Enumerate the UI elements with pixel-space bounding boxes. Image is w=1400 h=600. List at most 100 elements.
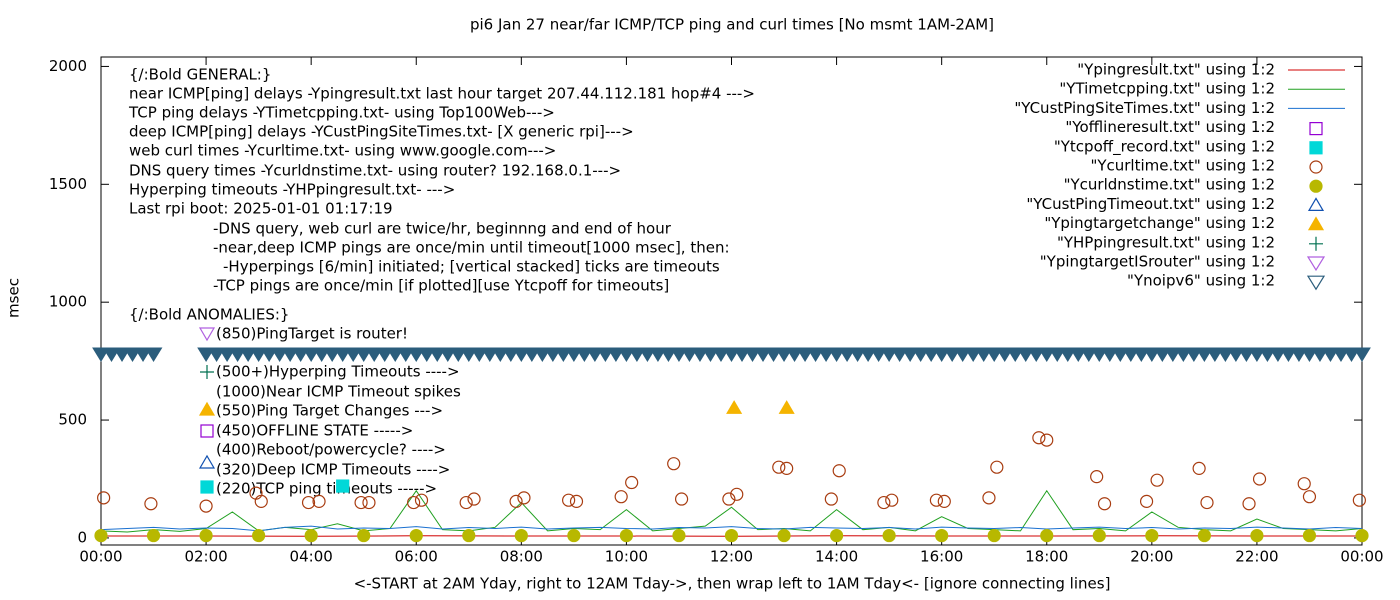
data-point xyxy=(614,490,628,504)
data-point xyxy=(772,460,786,474)
legend-key xyxy=(1306,275,1326,291)
data-point xyxy=(312,494,326,508)
data-point xyxy=(1302,490,1317,504)
data-point xyxy=(407,495,421,510)
data-point xyxy=(254,494,268,508)
y-tick-label: 1000 xyxy=(49,293,87,311)
data-point xyxy=(877,495,891,510)
annotation: deep ICMP[ping] delays -YCustPingSiteTim… xyxy=(129,123,634,141)
legend-label: "YHPpingresult.txt" using 1:2 xyxy=(1057,233,1275,251)
annotation: Last rpi boot: 2025-01-01 01:17:19 xyxy=(129,200,393,218)
glyph xyxy=(198,327,216,342)
y-tick-label: 0 xyxy=(77,528,87,546)
chart-title: pi6 Jan 27 near/far ICMP/TCP ping and cu… xyxy=(470,16,994,34)
data-point xyxy=(409,528,423,543)
data-point xyxy=(777,528,791,543)
data-point xyxy=(1302,528,1317,543)
legend-label: "YCustPingSiteTimes.txt" using 1:2 xyxy=(1014,99,1275,117)
data-point xyxy=(467,492,481,506)
data-point xyxy=(1242,497,1256,511)
data-point xyxy=(730,487,744,501)
data-point xyxy=(199,499,213,513)
legend-label: "Ypingresult.txt" using 1:2 xyxy=(1077,61,1275,79)
data-point xyxy=(336,479,350,493)
data-point xyxy=(722,492,736,506)
data-point xyxy=(354,495,368,510)
legend-key xyxy=(1309,179,1323,193)
data-point xyxy=(146,528,161,543)
annotation: -near,deep ICMP pings are once/min until… xyxy=(213,239,730,257)
x-tick-label: 04:00 xyxy=(290,548,333,566)
legend-key xyxy=(1307,216,1325,231)
data-point xyxy=(1355,528,1369,543)
y-tick-label: 1500 xyxy=(49,175,87,193)
data-point xyxy=(1352,493,1366,507)
annotation: DNS query times -Ycurldnstime.txt- using… xyxy=(129,162,621,180)
data-point xyxy=(882,528,896,543)
data-point xyxy=(567,528,581,543)
x-tick-label: 22:00 xyxy=(1235,548,1278,566)
data-point xyxy=(414,493,429,507)
data-point xyxy=(778,400,795,414)
glyph xyxy=(200,424,214,438)
y-tick-label: 500 xyxy=(58,411,87,429)
data-point xyxy=(362,495,376,510)
data-point xyxy=(1150,473,1164,487)
data-point xyxy=(252,528,266,543)
data-point xyxy=(1040,528,1054,543)
x-tick-label: 16:00 xyxy=(920,548,963,566)
x-tick-label: 20:00 xyxy=(1130,548,1173,566)
data-point xyxy=(832,464,846,478)
data-point xyxy=(987,528,1001,543)
annotation: near ICMP[ping] delays -Ypingresult.txt … xyxy=(129,85,755,103)
legend-key xyxy=(1306,256,1326,272)
annotation: (220)TCP ping timeouts -----> xyxy=(216,480,437,498)
legend-label: "Ynoipv6" using 1:2 xyxy=(1127,272,1275,290)
x-tick-label: 02:00 xyxy=(184,548,227,566)
annotation: -TCP pings are once/min [if plotted][use… xyxy=(213,277,669,295)
legend-key xyxy=(1309,141,1323,155)
annotation: {/:Bold GENERAL:} xyxy=(129,66,271,84)
x-tick-label: 06:00 xyxy=(395,548,438,566)
legend-label: "YpingtargetISrouter" using 1:2 xyxy=(1040,253,1275,271)
data-point xyxy=(982,491,996,505)
annotation: {/:Bold ANOMALIES:} xyxy=(129,306,289,324)
legend-key xyxy=(1309,160,1323,174)
data-point xyxy=(562,493,576,507)
annotation: (550)Ping Target Changes ---> xyxy=(216,402,443,420)
x-tick-label: 00:00 xyxy=(1340,548,1383,566)
legend-label: "Ytcpoff_record.txt" using 1:2 xyxy=(1054,137,1275,156)
data-point xyxy=(1040,433,1054,447)
data-point xyxy=(569,494,584,508)
data-point xyxy=(726,400,743,414)
data-point xyxy=(780,461,794,475)
data-point xyxy=(1092,528,1106,543)
annotation: Hyperping timeouts -YHPpingresult.txt- -… xyxy=(129,181,455,199)
data-point xyxy=(937,494,951,508)
x-tick-label: 18:00 xyxy=(1025,548,1068,566)
data-point xyxy=(1250,528,1264,543)
legend-label: "YTimetcpping.txt" using 1:2 xyxy=(1059,80,1275,98)
glyph xyxy=(198,401,216,416)
data-point xyxy=(94,528,108,543)
x-tick-label: 10:00 xyxy=(605,548,648,566)
legend-key xyxy=(1307,197,1325,211)
data-point xyxy=(724,528,739,543)
data-point xyxy=(357,528,371,543)
data-point xyxy=(667,457,681,471)
x-tick-label: 12:00 xyxy=(710,548,753,566)
data-point xyxy=(1297,477,1311,491)
data-point xyxy=(1353,347,1371,362)
data-point xyxy=(672,528,686,543)
data-point xyxy=(459,495,473,510)
data-point xyxy=(1097,497,1112,511)
annotation: (1000)Near ICMP Timeout spikes xyxy=(216,383,461,401)
y-tick-label: 2000 xyxy=(49,57,87,75)
legend-label: "Ypingtargetchange" using 1:2 xyxy=(1044,214,1275,232)
data-point xyxy=(1145,528,1159,543)
data-point xyxy=(1252,472,1267,486)
legend-label: "Ycurldnstime.txt" using 1:2 xyxy=(1064,176,1275,194)
x-axis-label: <-START at 2AM Yday, right to 12AM Tday-… xyxy=(354,575,1111,593)
